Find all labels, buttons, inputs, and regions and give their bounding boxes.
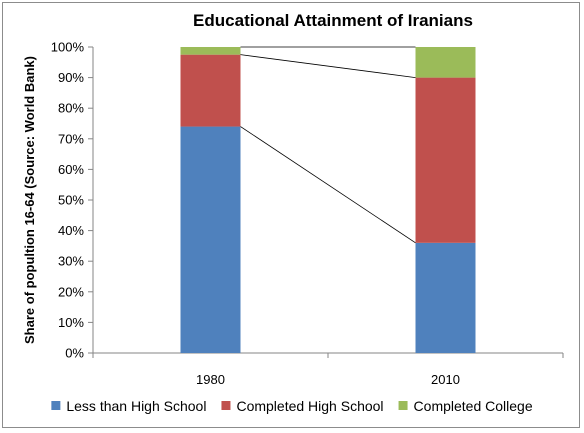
y-axis-ticks: 0% 10% 20% 30% 40% 50% 60% 70% 80% 90% 100% [51, 40, 93, 361]
y-axis-label: Share of popultion 16-64 (Source: World … [22, 56, 37, 344]
y-tick-label: 70% [58, 131, 84, 146]
bar-2010-series-1 [415, 242, 476, 353]
series-connector-line [240, 126, 416, 244]
legend-swatch [398, 401, 408, 410]
bar-1980-series-2 [180, 54, 241, 127]
x-axis-ticks: 1980 2010 [92, 353, 564, 387]
legend-swatch [51, 401, 61, 410]
y-tick-label: 80% [58, 101, 84, 116]
x-tick-label: 2010 [431, 372, 460, 387]
y-tick-label: 20% [58, 284, 84, 299]
legend-label: Completed High School [236, 398, 383, 414]
legend-swatch [221, 401, 231, 410]
y-tick-label: 50% [58, 193, 84, 208]
y-tick-label: 100% [51, 40, 85, 55]
bar-1980-series-1 [180, 126, 241, 353]
y-tick-label: 90% [58, 70, 84, 85]
chart-frame [2, 2, 580, 428]
y-tick-label: 30% [58, 254, 84, 269]
legend-label: Less than High School [66, 398, 206, 414]
series-connector-line [240, 54, 416, 78]
y-tick-label: 40% [58, 223, 84, 238]
y-tick-label: 60% [58, 162, 84, 177]
bar-1980-series-3 [180, 47, 241, 55]
x-tick-label: 1980 [196, 372, 225, 387]
y-tick-label: 0% [65, 346, 84, 361]
bar-2010-series-3 [415, 47, 476, 78]
chart-title: Educational Attainment of Iranians [193, 11, 473, 30]
bars [180, 47, 476, 353]
legend-label: Completed College [414, 398, 533, 414]
bar-2010-series-2 [415, 77, 476, 243]
connector-lines [240, 46, 416, 244]
y-tick-label: 10% [58, 315, 84, 330]
legend: Less than High School Completed High Scho… [51, 398, 533, 414]
